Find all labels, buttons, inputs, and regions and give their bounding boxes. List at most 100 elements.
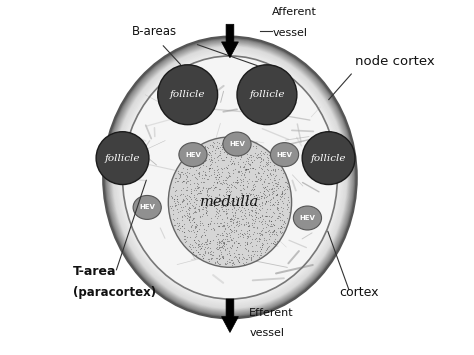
- Point: [241, 187, 248, 192]
- Point: [274, 207, 282, 213]
- Point: [275, 213, 283, 219]
- Ellipse shape: [109, 43, 351, 312]
- Point: [173, 193, 181, 199]
- Point: [202, 163, 210, 169]
- Point: [210, 179, 217, 185]
- Circle shape: [158, 65, 218, 125]
- Point: [267, 186, 274, 192]
- Point: [233, 139, 241, 144]
- Point: [255, 169, 262, 174]
- Point: [222, 210, 230, 216]
- Point: [260, 152, 267, 157]
- Ellipse shape: [110, 44, 349, 311]
- Point: [243, 183, 251, 189]
- Point: [187, 196, 195, 202]
- Point: [228, 143, 236, 149]
- Point: [201, 244, 209, 250]
- Point: [268, 179, 275, 185]
- Text: HEV: HEV: [300, 215, 315, 221]
- Point: [220, 149, 228, 154]
- Point: [276, 183, 284, 189]
- Point: [212, 212, 220, 217]
- Point: [205, 174, 213, 179]
- Point: [269, 229, 277, 235]
- Point: [260, 185, 268, 190]
- Point: [218, 238, 225, 244]
- Point: [235, 153, 242, 159]
- Point: [263, 213, 271, 219]
- Point: [227, 258, 235, 263]
- Point: [225, 238, 233, 244]
- Point: [258, 193, 265, 199]
- Point: [173, 202, 180, 208]
- Point: [213, 206, 221, 212]
- Ellipse shape: [115, 49, 345, 306]
- Point: [235, 195, 243, 200]
- Point: [218, 165, 225, 171]
- Point: [223, 245, 231, 251]
- Point: [211, 259, 219, 265]
- Point: [175, 228, 183, 233]
- Point: [235, 218, 242, 224]
- Point: [208, 252, 215, 258]
- Point: [226, 217, 233, 222]
- Point: [174, 171, 182, 176]
- Point: [255, 218, 263, 224]
- Point: [188, 172, 196, 178]
- Point: [219, 240, 227, 246]
- Point: [245, 140, 252, 146]
- Point: [255, 254, 263, 260]
- Point: [193, 151, 201, 156]
- Point: [264, 162, 272, 167]
- Point: [283, 202, 291, 208]
- Point: [245, 227, 253, 233]
- Point: [170, 218, 178, 223]
- Point: [246, 234, 254, 239]
- Point: [201, 169, 209, 174]
- Point: [213, 231, 221, 237]
- Point: [267, 240, 275, 246]
- Point: [173, 179, 181, 184]
- Point: [218, 245, 225, 250]
- Point: [269, 209, 277, 215]
- Point: [255, 194, 263, 200]
- Point: [183, 212, 191, 218]
- Point: [255, 206, 263, 212]
- Point: [274, 181, 282, 186]
- Point: [248, 208, 256, 214]
- Point: [217, 180, 225, 185]
- Point: [232, 151, 239, 156]
- Point: [234, 161, 242, 166]
- Point: [211, 150, 219, 156]
- Point: [256, 236, 264, 241]
- Point: [248, 202, 256, 208]
- Point: [211, 260, 219, 266]
- Point: [273, 205, 281, 211]
- Point: [264, 223, 272, 228]
- Point: [252, 192, 260, 198]
- Point: [245, 211, 253, 217]
- Point: [223, 191, 230, 197]
- Point: [202, 227, 210, 233]
- Point: [204, 193, 212, 198]
- Point: [238, 231, 246, 237]
- Point: [245, 154, 253, 159]
- Point: [261, 184, 268, 190]
- Point: [226, 233, 234, 238]
- Point: [240, 141, 247, 147]
- Point: [270, 191, 277, 196]
- Point: [257, 173, 265, 179]
- Point: [185, 228, 192, 234]
- Point: [259, 202, 266, 208]
- Point: [228, 245, 235, 251]
- Point: [211, 185, 219, 190]
- Point: [195, 171, 202, 177]
- Point: [238, 204, 246, 209]
- Point: [273, 202, 281, 207]
- Point: [187, 224, 195, 230]
- Ellipse shape: [179, 143, 207, 166]
- Point: [246, 240, 254, 246]
- Point: [232, 207, 240, 213]
- Point: [264, 245, 272, 250]
- Point: [271, 228, 278, 233]
